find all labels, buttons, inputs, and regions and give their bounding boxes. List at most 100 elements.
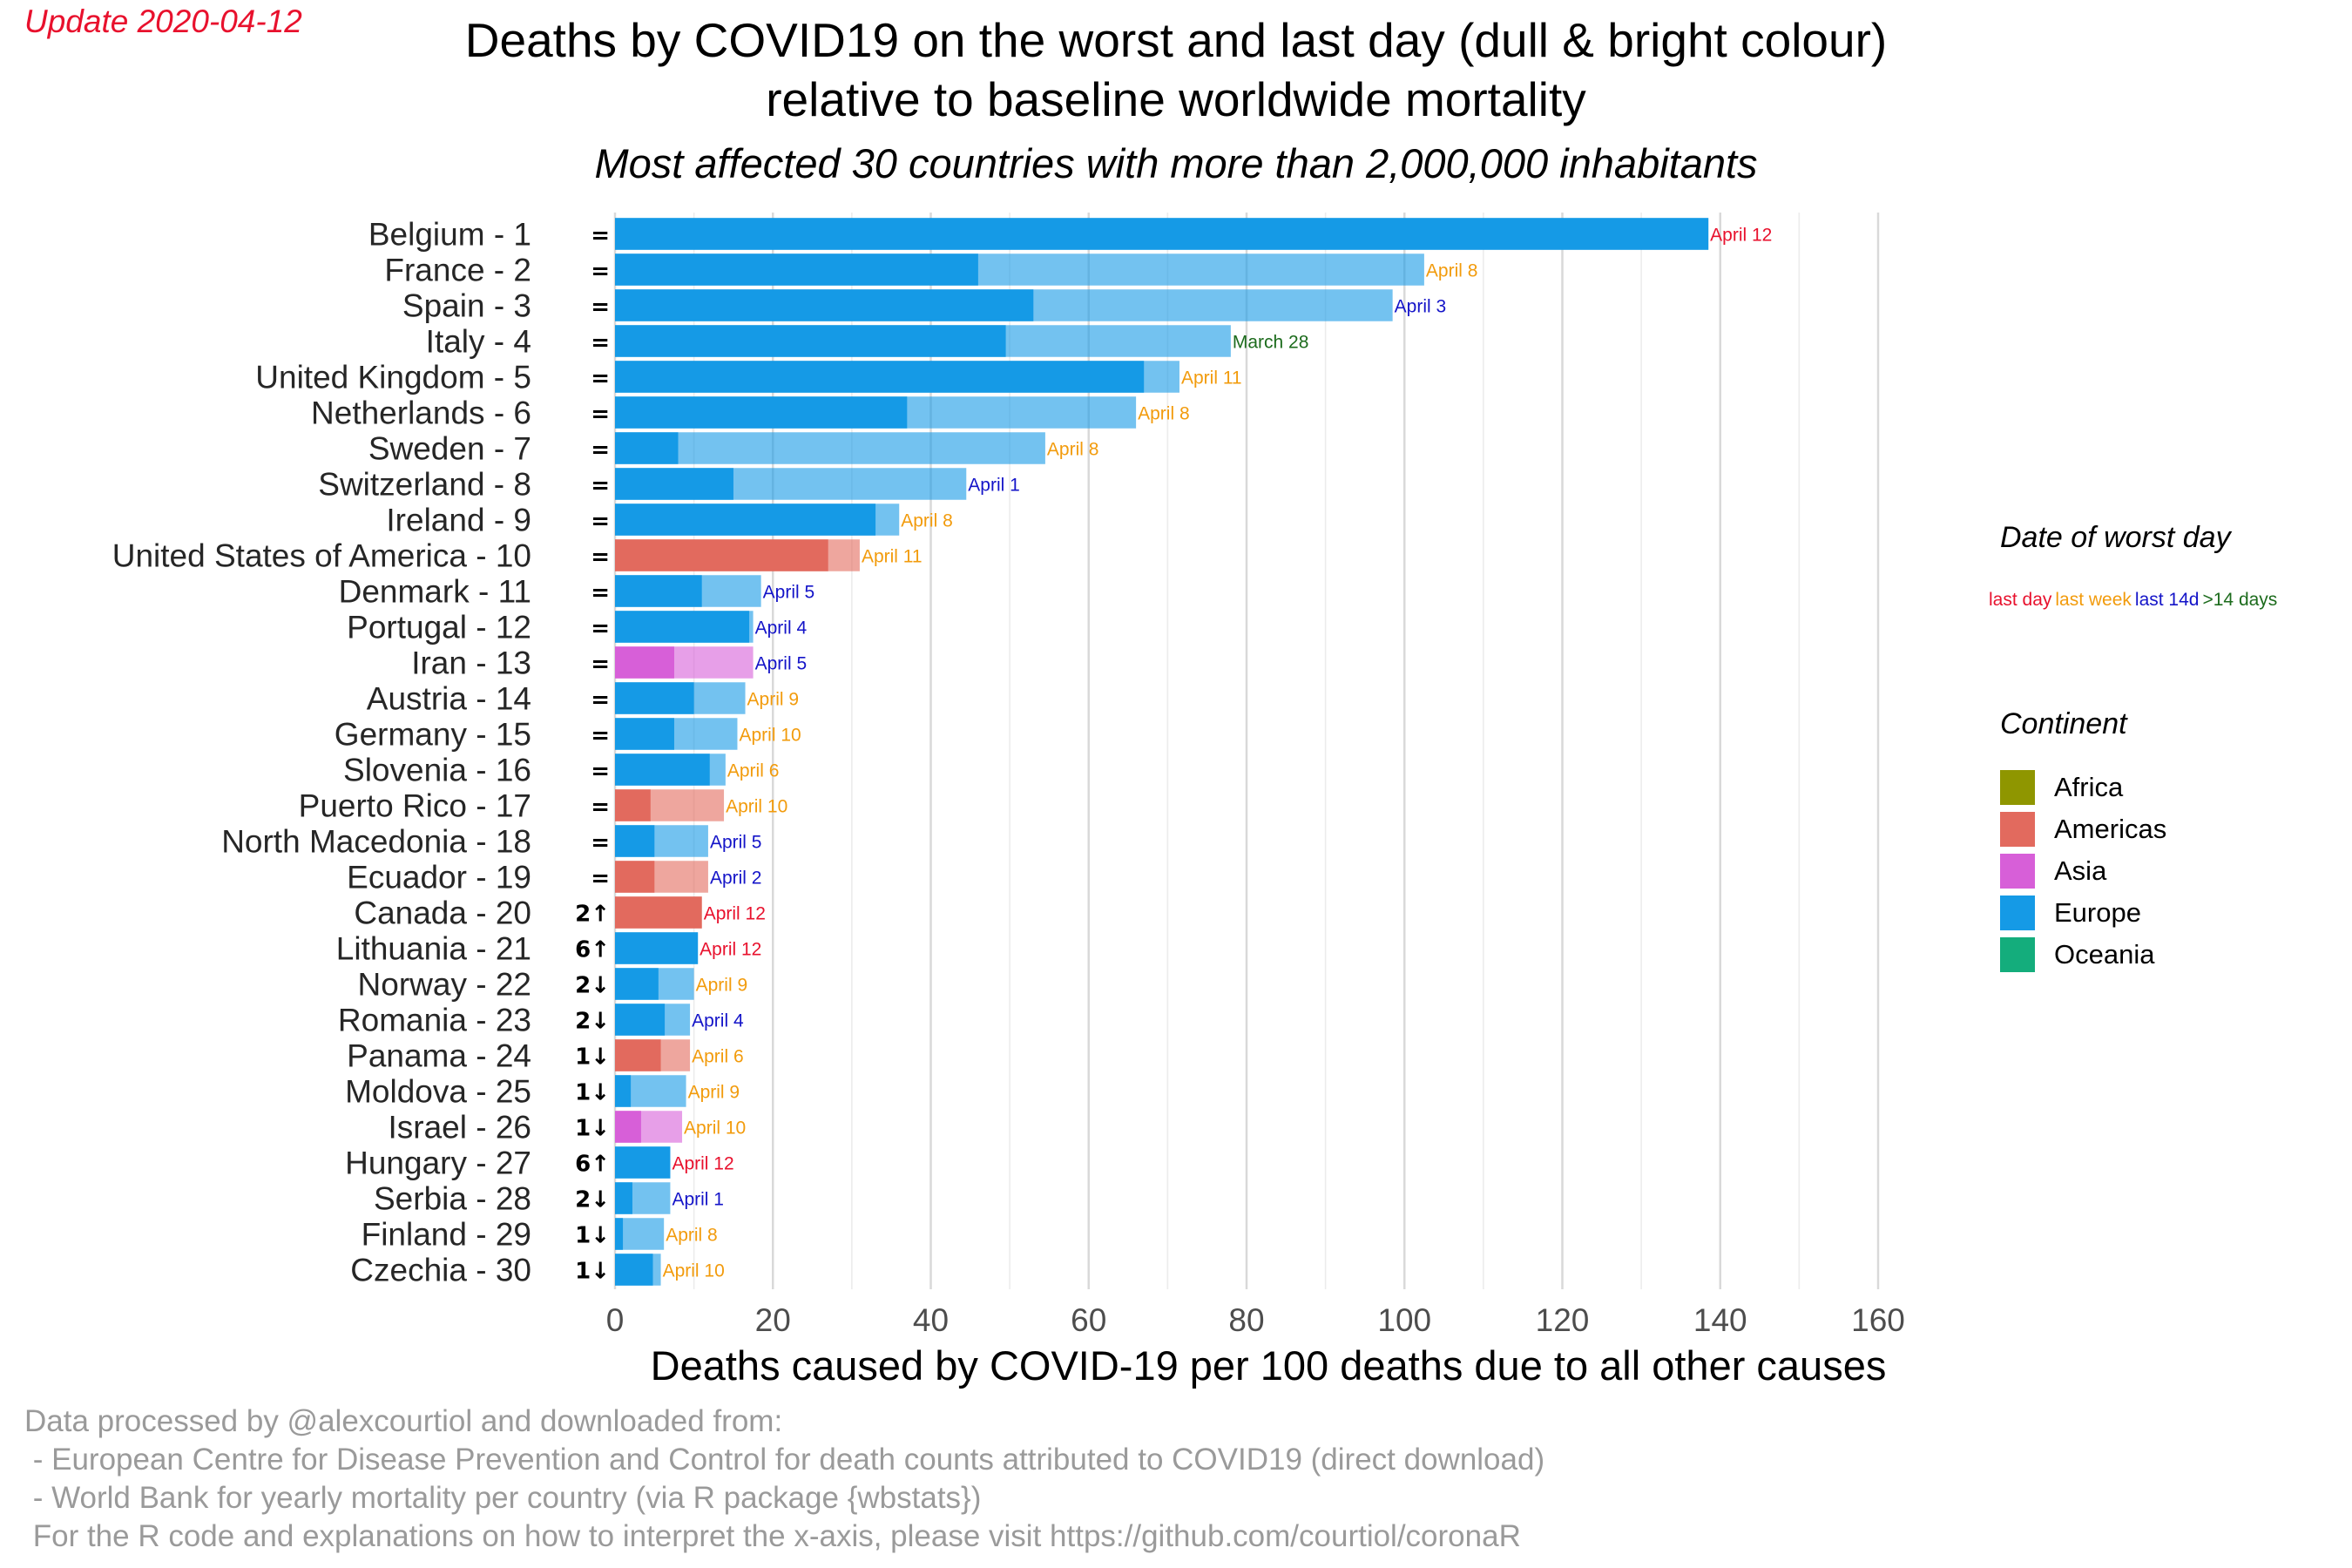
- country-label: Lithuania - 21: [336, 931, 531, 967]
- last-day-bar: [615, 539, 828, 571]
- legend-date-title: Date of worst day: [2000, 521, 2231, 554]
- country-label: Italy - 4: [426, 324, 531, 360]
- rank-change-label: =: [591, 509, 610, 535]
- rank-change-labels: = = = = = = = = = = = = = = = = = = = 2↑ 6↑ 2↓ 2↓ 1↓ 1↓ 1↓ 6↑ 2↓ 1↓ 1…: [575, 223, 610, 1285]
- note-line: Data processed by @alexcourtiol and down…: [24, 1404, 783, 1438]
- country-label: Iran - 13: [411, 645, 531, 681]
- rank-change-label: 6↑: [575, 937, 610, 963]
- worst-day-date-label: April 6: [727, 761, 780, 781]
- last-day-bar: [615, 218, 1709, 250]
- worst-day-date-label: April 11: [1181, 368, 1242, 389]
- legend-continent-label: Europe: [2054, 897, 2141, 928]
- worst-day-date-label: April 5: [710, 833, 762, 853]
- country-label: United States of America - 10: [112, 538, 531, 574]
- country-label: Finland - 29: [362, 1217, 531, 1253]
- country-label: Germany - 15: [335, 717, 531, 753]
- last-day-bar: [615, 718, 674, 750]
- last-day-bar: [615, 968, 659, 1000]
- rank-change-label: 1↓: [575, 1044, 610, 1071]
- rank-change-label: 2↓: [575, 1187, 610, 1213]
- worst-day-date-label: April 10: [726, 797, 787, 817]
- x-tick-label: 120: [1536, 1302, 1590, 1338]
- worst-day-date-label: April 1: [968, 476, 1020, 496]
- worst-day-date-label: April 4: [755, 618, 808, 639]
- rank-change-label: =: [591, 437, 610, 463]
- x-tick-label: 40: [913, 1302, 949, 1338]
- rank-change-label: =: [591, 223, 610, 249]
- worst-day-date-label: April 2: [710, 868, 762, 889]
- country-label: Netherlands - 6: [311, 395, 531, 431]
- country-label: France - 2: [384, 253, 531, 288]
- last-day-bar: [615, 575, 702, 607]
- country-label: North Macedonia - 18: [221, 824, 531, 860]
- worst-day-date-label: April 9: [696, 976, 748, 996]
- country-label: Romania - 23: [338, 1003, 531, 1038]
- chart-title-line-2: relative to baseline worldwide mortality: [766, 72, 1586, 126]
- worst-day-date-label: April 10: [684, 1119, 746, 1139]
- rank-change-label: =: [591, 652, 610, 678]
- country-label: Denmark - 11: [339, 574, 531, 610]
- legend-continent-label: Americas: [2054, 814, 2167, 844]
- rank-change-label: 1↓: [575, 1259, 610, 1285]
- country-label: Israel - 26: [388, 1110, 531, 1146]
- legend-continent-label: Africa: [2054, 772, 2124, 802]
- country-label: Panama - 24: [347, 1038, 531, 1074]
- last-day-bar: [615, 253, 978, 286]
- last-day-bar: [615, 646, 674, 679]
- x-tick-label: 80: [1228, 1302, 1264, 1338]
- last-day-bar: [615, 754, 710, 786]
- worst-day-date-label: April 11: [862, 547, 923, 567]
- last-day-bar: [615, 361, 1145, 393]
- rank-change-label: =: [591, 866, 610, 892]
- worst-day-date-label: April 1: [672, 1190, 724, 1210]
- x-tick-label: 160: [1851, 1302, 1905, 1338]
- worst-day-date-label: April 5: [755, 654, 808, 674]
- worst-day-date-label: April 12: [704, 904, 766, 924]
- worst-day-bar: [615, 1218, 665, 1250]
- legend-swatch: [2000, 812, 2035, 847]
- rank-change-label: 2↓: [575, 973, 610, 999]
- rank-change-label: =: [591, 544, 610, 571]
- worst-day-date-label: April 3: [1395, 297, 1447, 317]
- last-day-bar: [615, 432, 679, 464]
- rank-change-label: =: [591, 259, 610, 285]
- rank-change-label: =: [591, 366, 610, 392]
- last-day-bar: [615, 325, 1006, 357]
- country-label: Hungary - 27: [345, 1146, 531, 1181]
- rank-change-label: 2↑: [575, 902, 610, 928]
- country-label: Belgium - 1: [368, 217, 531, 253]
- rank-change-label: =: [591, 402, 610, 428]
- x-tick-label: 20: [755, 1302, 791, 1338]
- legend-date-item: last day: [1989, 590, 2052, 610]
- rank-change-label: 1↓: [575, 1223, 610, 1249]
- last-day-bar: [615, 611, 750, 643]
- rank-change-label: =: [591, 330, 610, 356]
- last-day-bar: [615, 896, 702, 929]
- country-label: Portugal - 12: [347, 610, 531, 645]
- worst-day-date-label: April 8: [1138, 404, 1190, 424]
- rank-change-label: =: [591, 580, 610, 606]
- rank-change-label: =: [591, 687, 610, 713]
- legend-continent-label: Oceania: [2054, 939, 2155, 970]
- rank-change-label: =: [591, 294, 610, 321]
- worst-day-date-label: April 4: [692, 1011, 744, 1031]
- x-tick-label: 140: [1693, 1302, 1747, 1338]
- country-label: Sweden - 7: [368, 431, 531, 467]
- rank-change-label: =: [591, 473, 610, 499]
- legend-continent-title: Continent: [2000, 707, 2127, 740]
- data-source-notes: Data processed by @alexcourtiol and down…: [24, 1402, 1544, 1556]
- last-day-bar: [615, 1182, 632, 1214]
- last-day-bar: [615, 1254, 653, 1286]
- worst-day-date-label: April 9: [747, 690, 800, 710]
- rank-change-label: =: [591, 759, 610, 785]
- country-label: Canada - 20: [354, 896, 531, 931]
- last-day-bar: [615, 789, 651, 821]
- worst-day-date-label: March 28: [1233, 333, 1309, 353]
- last-day-bar: [615, 396, 908, 429]
- country-label: United Kingdom - 5: [255, 360, 531, 395]
- x-tick-label: 100: [1377, 1302, 1431, 1338]
- last-day-bar: [615, 682, 694, 714]
- rank-change-label: 1↓: [575, 1080, 610, 1106]
- last-day-bar: [615, 1111, 641, 1143]
